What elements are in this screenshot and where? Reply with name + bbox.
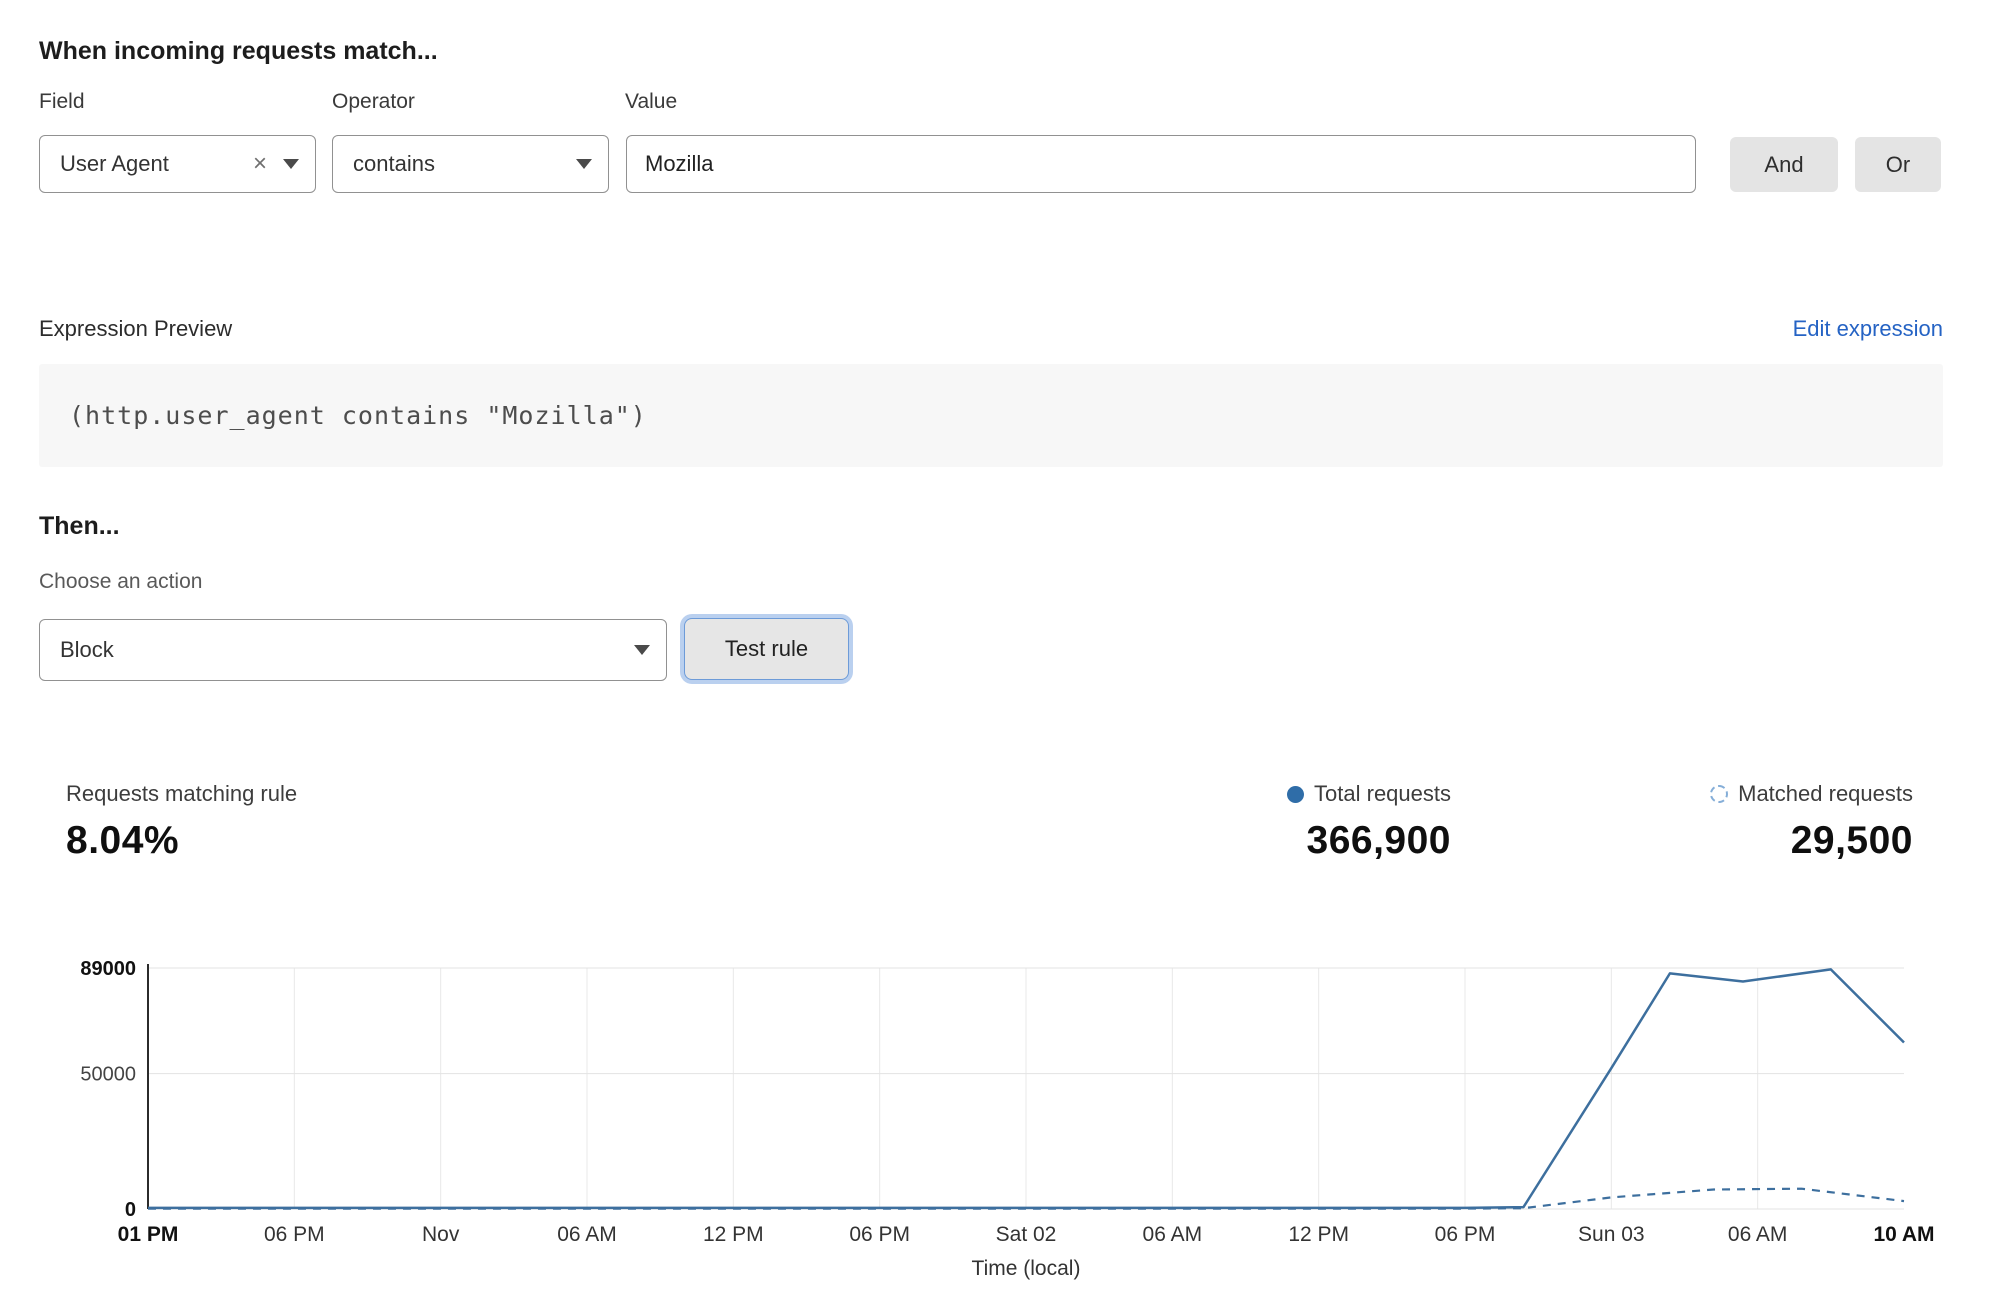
total-requests-stat: Total requests 366,900: [1287, 781, 1451, 863]
svg-text:10 AM: 10 AM: [1873, 1223, 1934, 1246]
page-title: When incoming requests match...: [39, 36, 438, 65]
svg-text:06 AM: 06 AM: [1728, 1223, 1788, 1246]
requests-matching-stat: Requests matching rule 8.04%: [66, 781, 297, 863]
svg-text:Sat 02: Sat 02: [996, 1223, 1057, 1246]
operator-select-value: contains: [353, 151, 435, 176]
requests-chart: 89000 50000 001 PM 06 PM Nov 06 AM 12 PM 06 PM S…: [80, 958, 1934, 1280]
and-button[interactable]: And: [1730, 137, 1838, 192]
value-input[interactable]: [626, 135, 1696, 193]
svg-text:0: 0: [125, 1199, 136, 1221]
field-select[interactable]: User Agent ×: [39, 135, 316, 193]
edit-expression-link[interactable]: Edit expression: [1792, 316, 1943, 341]
clear-field-icon[interactable]: ×: [252, 150, 267, 177]
matched-requests-legend-circle-icon: [1710, 785, 1729, 803]
svg-text:06 PM: 06 PM: [1435, 1223, 1496, 1246]
action-select[interactable]: Block: [39, 619, 667, 681]
operator-select[interactable]: contains: [332, 135, 609, 193]
matched-requests-stat: Matched requests 29,500: [1710, 781, 1913, 863]
svg-text:Time (local): Time (local): [972, 1257, 1081, 1280]
svg-text:Nov: Nov: [422, 1223, 460, 1246]
action-select-value: Block: [60, 637, 114, 662]
field-select-value: User Agent: [60, 151, 169, 176]
svg-text:Sun 03: Sun 03: [1578, 1223, 1645, 1246]
svg-text:12 PM: 12 PM: [1288, 1223, 1349, 1246]
value-label: Value: [625, 90, 678, 113]
matched-requests-label: Matched requests: [1738, 781, 1913, 806]
total-requests-legend-dot-icon: [1287, 785, 1305, 803]
svg-text:06 AM: 06 AM: [557, 1223, 617, 1246]
chevron-down-icon: [576, 159, 592, 169]
svg-text:01 PM: 01 PM: [118, 1223, 179, 1246]
svg-text:12 PM: 12 PM: [703, 1223, 764, 1246]
expression-preview-label: Expression Preview: [39, 316, 233, 341]
svg-text:06 PM: 06 PM: [849, 1223, 910, 1246]
requests-matching-label: Requests matching rule: [66, 781, 298, 806]
test-rule-button[interactable]: Test rule: [684, 618, 849, 680]
requests-matching-value: 8.04%: [66, 819, 180, 862]
chevron-down-icon: [283, 159, 299, 169]
then-title: Then...: [39, 512, 120, 540]
matched-requests-value: 29,500: [1790, 819, 1913, 862]
total-requests-label: Total requests: [1314, 781, 1451, 806]
chevron-down-icon: [634, 645, 650, 655]
or-button[interactable]: Or: [1855, 137, 1941, 192]
field-label: Field: [39, 90, 85, 113]
total-requests-value: 366,900: [1306, 819, 1451, 862]
svg-text:06 PM: 06 PM: [264, 1223, 325, 1246]
expression-code: (http.user_agent contains "Mozilla"): [69, 401, 647, 430]
svg-text:06 AM: 06 AM: [1143, 1223, 1203, 1246]
choose-action-label: Choose an action: [39, 570, 203, 593]
expression-code-box: (http.user_agent contains "Mozilla"): [39, 364, 1943, 467]
svg-text:89000: 89000: [80, 958, 136, 980]
svg-text:50000: 50000: [80, 1064, 136, 1086]
operator-label: Operator: [332, 90, 415, 113]
